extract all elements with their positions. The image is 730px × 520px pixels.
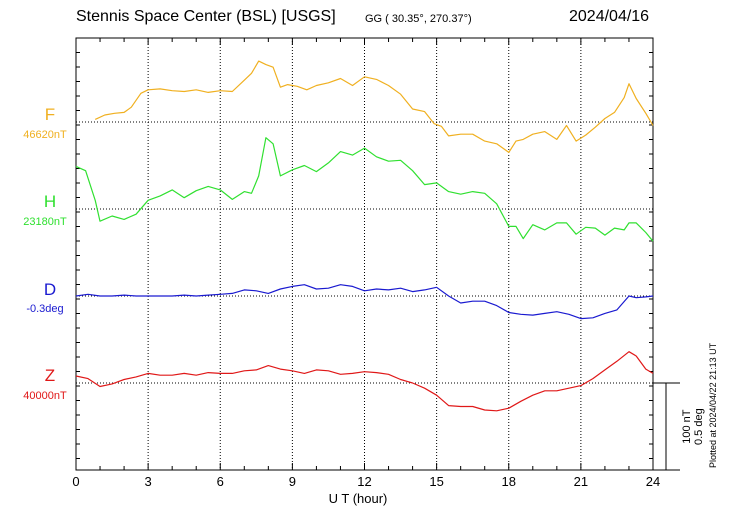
trace-baseline-z: 40000nT [23,390,67,402]
grid [76,38,653,470]
trace-baseline-h: 23180nT [23,216,67,228]
x-tick-label: 21 [573,474,589,489]
trace-h [75,137,654,242]
trace-label-h: H [43,192,57,211]
trace-baseline-f: 46620nT [23,129,67,141]
station-coordinates: GG ( 30.35°, 270.37°) [365,13,472,25]
scale-bar [653,382,680,471]
trace-label-d: D [43,280,57,299]
x-tick-label: 6 [216,474,224,489]
trace-baseline-d: -0.3deg [26,303,64,315]
axis-ticks [75,38,654,470]
plot-date: 2024/04/16 [569,8,650,25]
trace-z [75,351,654,412]
scale-nt: 100 nT [681,409,693,444]
trace-label-f: F [44,105,56,124]
scale-deg: 0.5 deg [693,408,705,445]
x-tick-label: 3 [144,474,152,489]
x-axis-label: U T (hour) [328,491,388,506]
x-tick-label: 24 [645,474,661,489]
x-tick-label: 9 [288,474,296,489]
plotted-timestamp: Plotted at 2024/04/22 21:13 UT [708,342,718,468]
x-tick-label: 18 [501,474,516,489]
trace-f [94,60,654,153]
x-tick-label: 0 [72,474,80,489]
x-tick-label: 12 [357,474,372,489]
scale-label: 100 nT 0.5 deg [681,408,705,445]
trace-d [75,284,654,320]
trace-label-z: Z [44,366,56,385]
traces [75,60,654,412]
x-tick-label: 15 [429,474,444,489]
station-title: Stennis Space Center (BSL) [USGS] [76,8,336,25]
